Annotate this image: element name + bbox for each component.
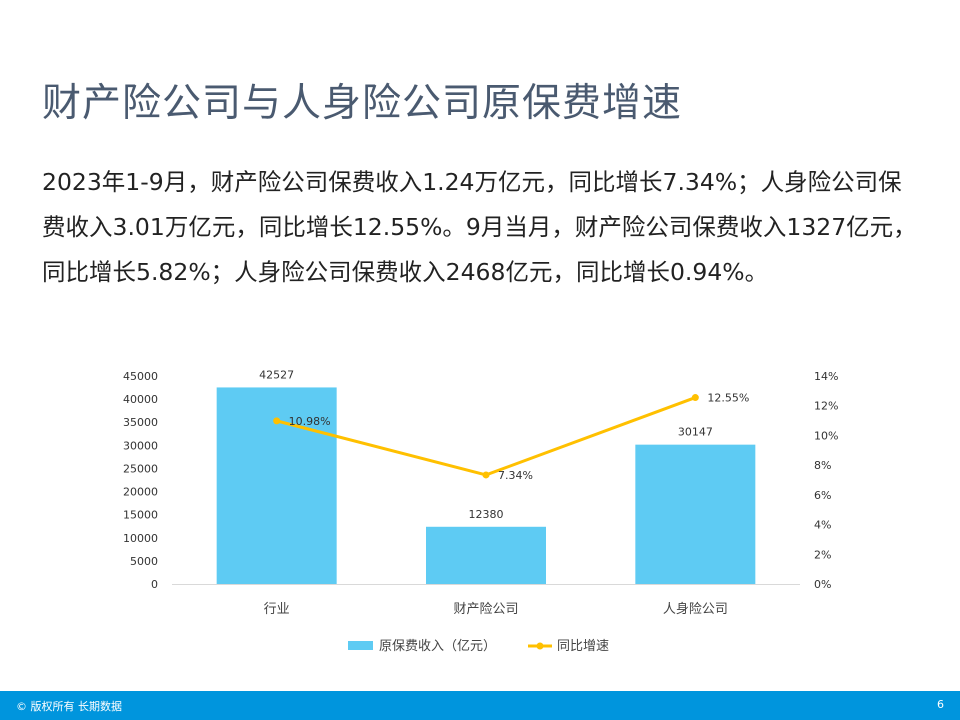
legend-bar-label: 原保费收入（亿元）: [379, 639, 496, 654]
right-axis-tick: 2%: [814, 548, 831, 561]
right-axis-tick: 0%: [814, 578, 831, 591]
left-axis-tick: 40000: [123, 393, 158, 406]
summary-paragraph: 2023年1-9月，财产险公司保费收入1.24万亿元，同比增长7.34%；人身险…: [42, 168, 917, 286]
growth-line: [276, 396, 696, 477]
legend-line-label: 同比增速: [557, 639, 609, 654]
category-label: 人身险公司: [663, 601, 728, 617]
bar-data-label: 30147: [678, 426, 713, 439]
line-point: [482, 471, 490, 479]
right-axis-tick: 4%: [814, 519, 831, 532]
right-axis-tick: 6%: [814, 489, 831, 502]
left-axis-tick: 25000: [123, 462, 158, 475]
page-title: 财产险公司与人身险公司原保费增速: [42, 81, 683, 126]
left-axis-tick: 20000: [123, 486, 158, 499]
left-axis-tick: 45000: [123, 370, 158, 383]
right-axis-tick: 14%: [814, 370, 838, 383]
line-data-label: 7.34%: [498, 469, 533, 482]
page-number: 6: [937, 698, 944, 711]
bar: [635, 444, 756, 584]
left-axis-tick: 35000: [123, 416, 158, 429]
line-point: [691, 394, 699, 402]
right-axis-tick: 10%: [814, 429, 838, 442]
combo-chart: 0 5000 10000 15000 20000 25000 30000 35000 40000…: [123, 368, 838, 654]
category-label: 行业: [264, 602, 290, 617]
bar: [426, 526, 546, 584]
legend-line-marker: [536, 642, 544, 650]
copyright-text: © 版权所有 长期数据: [16, 700, 122, 713]
left-axis-tick: 0: [151, 578, 158, 591]
legend-bar-swatch: [348, 641, 373, 650]
right-axis-tick: 12%: [814, 400, 838, 413]
left-axis-tick: 10000: [123, 532, 158, 545]
left-axis-tick: 5000: [130, 555, 158, 568]
right-axis-tick: 8%: [814, 459, 831, 472]
bar-data-label: 42527: [259, 368, 294, 381]
line-point: [273, 417, 281, 425]
category-label: 财产险公司: [453, 602, 518, 617]
left-axis-tick: 15000: [123, 509, 158, 522]
footer-bar: © 版权所有 长期数据 6: [0, 691, 960, 720]
line-data-label: 12.55%: [707, 392, 749, 405]
line-data-label: 10.98%: [289, 415, 331, 428]
bar-data-label: 12380: [469, 508, 504, 521]
left-axis-tick: 30000: [123, 439, 158, 452]
